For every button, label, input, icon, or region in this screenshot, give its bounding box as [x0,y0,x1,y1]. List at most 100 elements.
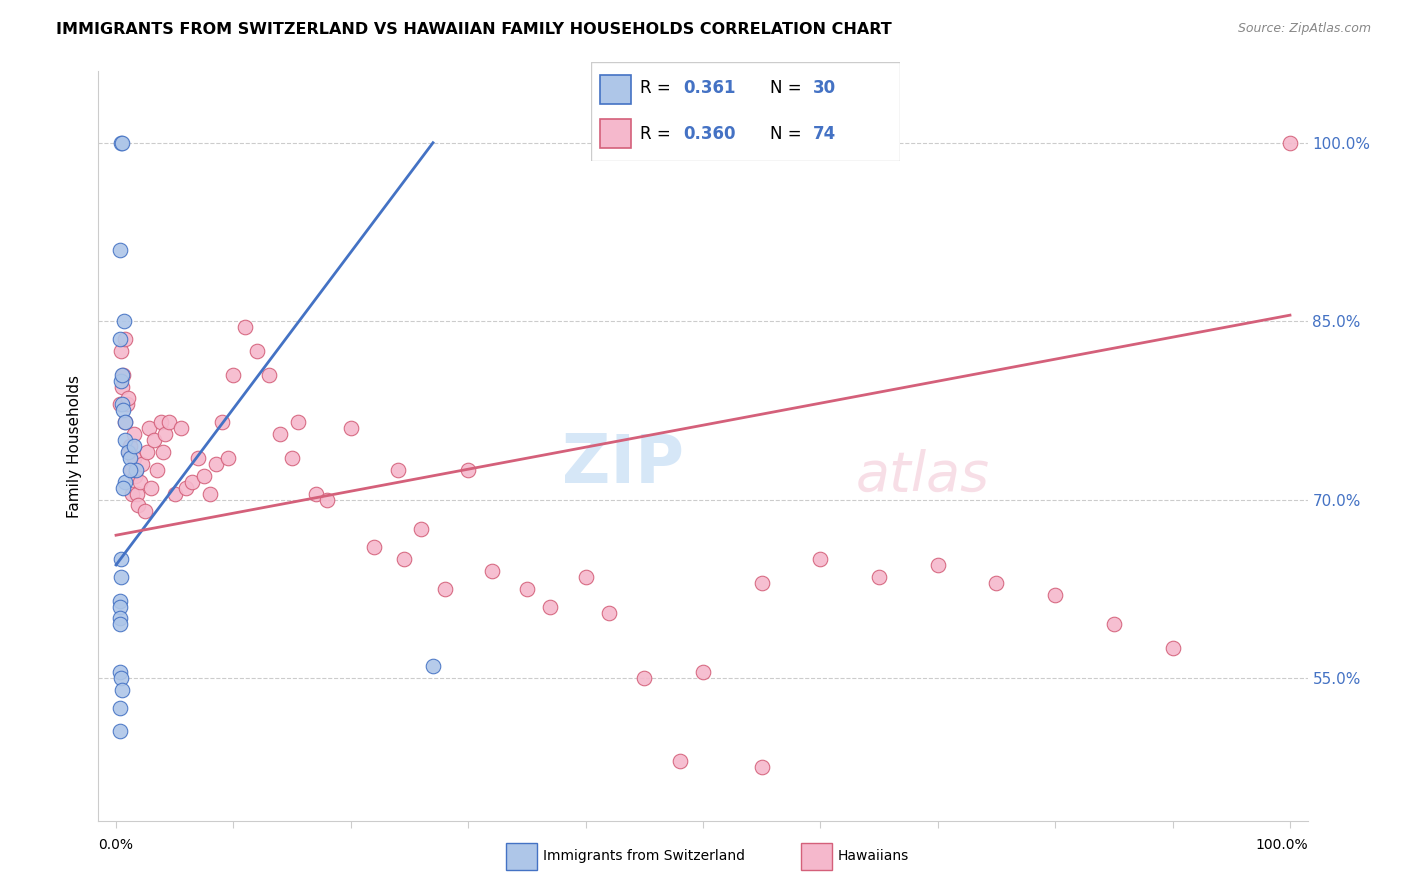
Point [269,427,291,442]
Point [1102,617,1125,632]
FancyBboxPatch shape [600,75,631,104]
Point [114,415,136,429]
Point [120,463,142,477]
Point [217,450,239,465]
Point [598,606,620,620]
Point [187,450,209,465]
Point [193,468,215,483]
Point [108,665,131,679]
Point [211,415,233,429]
Point [108,243,131,257]
Point [112,314,135,328]
Text: 74: 74 [813,125,837,143]
Point [692,665,714,679]
Point [112,403,135,417]
Point [411,522,433,536]
Point [633,671,655,685]
Point [128,475,150,489]
Point [142,433,165,447]
Text: 0.360: 0.360 [683,125,735,143]
Point [120,439,142,453]
Point [751,575,773,590]
Point [118,445,141,459]
Point [146,463,169,477]
Point [163,486,186,500]
Text: Immigrants from Switzerland: Immigrants from Switzerland [543,849,745,863]
Point [181,475,204,489]
Point [155,427,177,442]
Point [115,397,138,411]
Point [668,754,690,768]
Point [392,552,415,566]
Point [134,504,156,518]
Point [110,671,132,685]
Point [422,659,444,673]
Point [120,463,142,477]
Point [808,552,831,566]
Text: N =: N = [770,79,807,97]
Point [433,582,456,596]
Text: 30: 30 [813,79,837,97]
Point [149,415,172,429]
Point [111,379,134,393]
Point [198,486,221,500]
Point [516,582,538,596]
Point [111,368,134,382]
Point [110,343,132,358]
Point [135,445,157,459]
Point [108,332,131,346]
Text: Hawaiians: Hawaiians [838,849,910,863]
Text: Source: ZipAtlas.com: Source: ZipAtlas.com [1237,22,1371,36]
Text: ZIP: ZIP [562,431,685,497]
Point [114,475,136,489]
Point [868,570,890,584]
Point [117,392,139,406]
Point [387,463,409,477]
Point [233,320,256,334]
Point [122,427,145,442]
Point [110,570,132,584]
Point [111,682,134,697]
Point [141,481,163,495]
Point [108,700,131,714]
Text: R =: R = [640,79,676,97]
Point [112,368,135,382]
Point [131,457,153,471]
Point [120,450,142,465]
Point [204,457,226,471]
Point [114,332,136,346]
Point [108,397,131,411]
Point [124,468,146,483]
Point [575,570,598,584]
Point [340,421,363,435]
Point [246,343,269,358]
Point [538,599,561,614]
Point [169,421,191,435]
Point [316,492,339,507]
Point [114,433,136,447]
Text: atlas: atlas [856,450,990,502]
Text: 0.0%: 0.0% [98,838,134,853]
Point [176,481,198,495]
Point [108,611,131,625]
Point [112,481,135,495]
Point [125,463,148,477]
Point [111,136,134,150]
Point [122,450,145,465]
Point [108,617,131,632]
FancyBboxPatch shape [591,62,900,161]
Text: 100.0%: 100.0% [1256,838,1308,853]
Point [287,415,309,429]
Point [152,445,174,459]
Point [138,421,160,435]
Point [1161,641,1184,656]
Point [110,136,132,150]
Point [122,439,145,453]
Point [127,486,149,500]
Point [110,374,132,388]
Point [1278,136,1301,150]
Point [125,463,148,477]
Point [257,368,280,382]
Point [117,445,139,459]
Point [1043,588,1066,602]
